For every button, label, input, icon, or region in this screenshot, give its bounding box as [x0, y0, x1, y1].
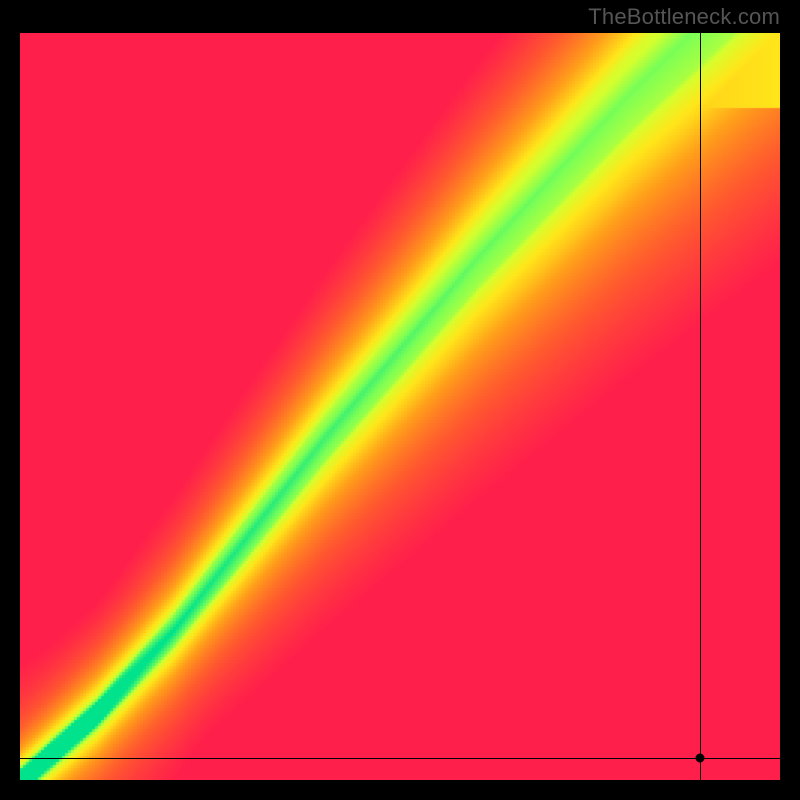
watermark-text: TheBottleneck.com: [588, 4, 780, 30]
stage: TheBottleneck.com: [0, 0, 800, 800]
heatmap-frame: [20, 33, 780, 780]
heatmap-canvas: [20, 33, 780, 780]
